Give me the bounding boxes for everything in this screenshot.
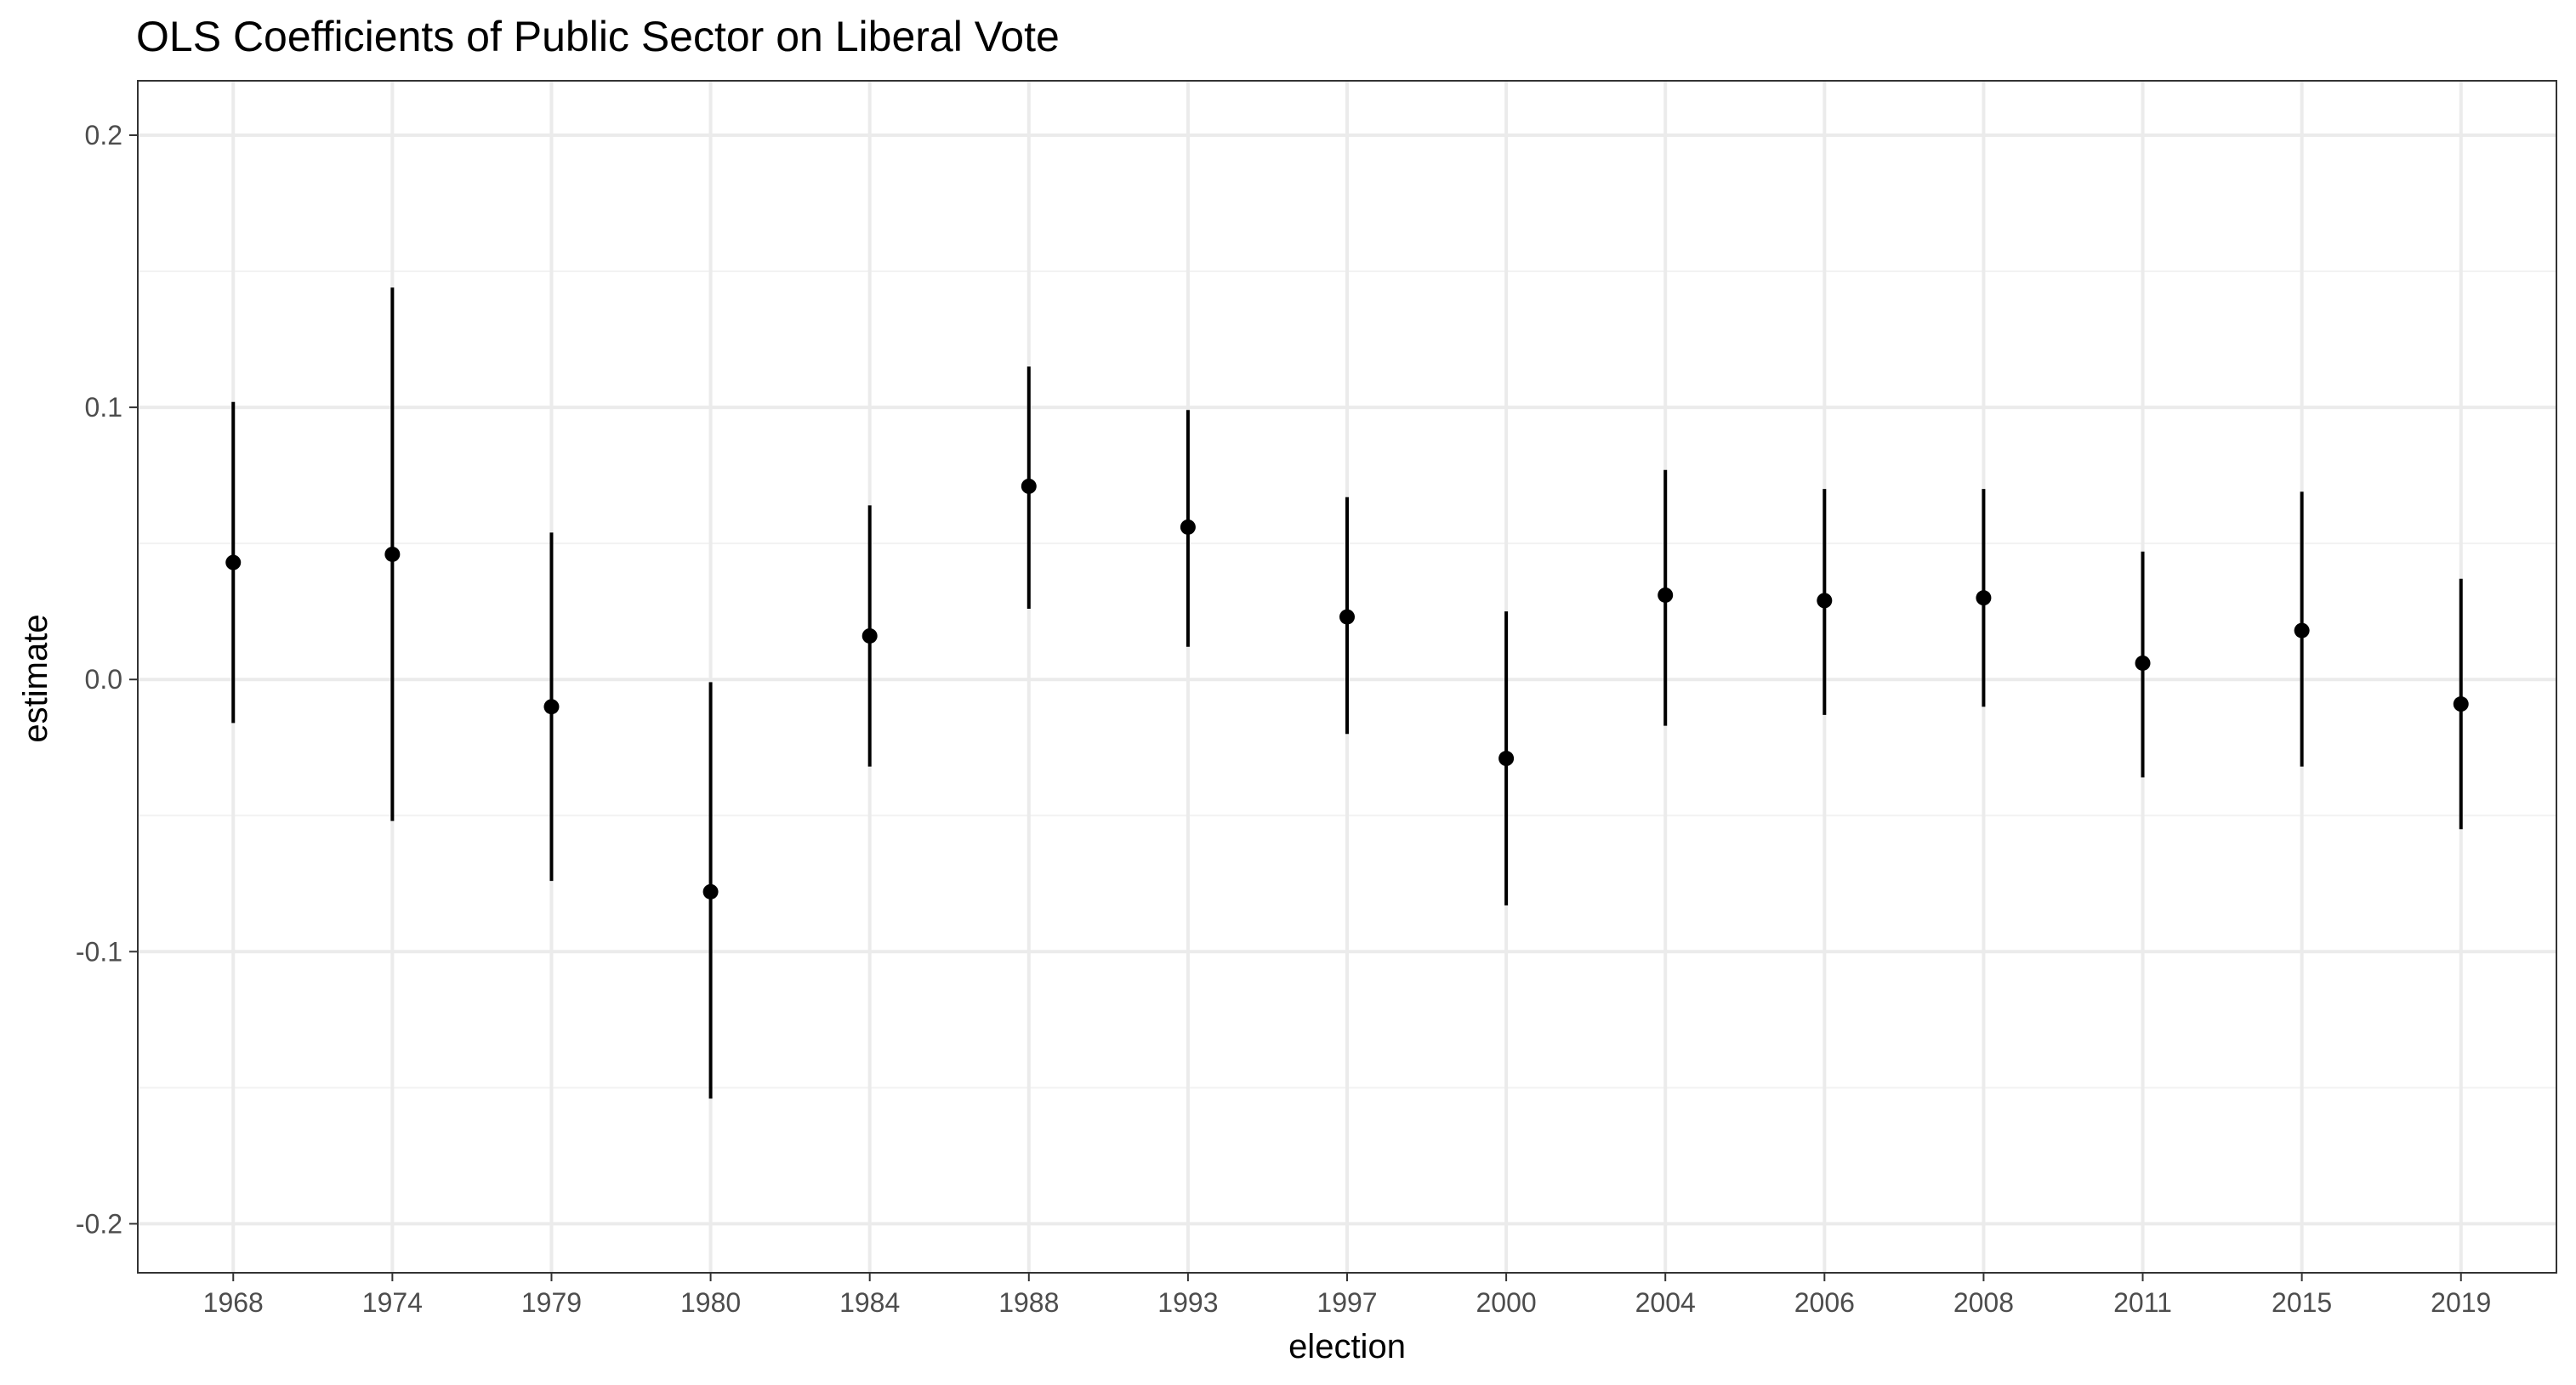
point-2004 bbox=[1658, 587, 1674, 603]
x-tick-label: 1979 bbox=[521, 1287, 582, 1318]
point-estimates bbox=[225, 478, 2469, 900]
point-2008 bbox=[1976, 590, 1992, 606]
point-2019 bbox=[2453, 696, 2469, 712]
point-2000 bbox=[1498, 751, 1515, 767]
y-tick-label: -0.1 bbox=[76, 936, 122, 967]
y-tick-label: -0.2 bbox=[76, 1208, 122, 1239]
x-tick-label: 2000 bbox=[1476, 1287, 1537, 1318]
x-tick-label: 1988 bbox=[998, 1287, 1059, 1318]
x-tick-label: 1997 bbox=[1316, 1287, 1377, 1318]
y-axis: -0.2 -0.1 0.0 0.1 0.2 bbox=[76, 120, 138, 1239]
x-tick-label: 2011 bbox=[2113, 1287, 2172, 1318]
x-tick-label: 2006 bbox=[1794, 1287, 1855, 1318]
x-tick-label: 1968 bbox=[203, 1287, 264, 1318]
point-1988 bbox=[1021, 478, 1037, 494]
x-tick-label: 1980 bbox=[680, 1287, 741, 1318]
point-1993 bbox=[1180, 519, 1196, 535]
y-axis-title: estimate bbox=[17, 614, 54, 742]
point-1968 bbox=[225, 554, 242, 570]
x-tick-label: 1974 bbox=[362, 1287, 423, 1318]
y-tick-label: 0.2 bbox=[85, 120, 122, 150]
x-axis-title: election bbox=[1288, 1328, 1406, 1365]
point-2011 bbox=[2135, 655, 2151, 671]
point-2006 bbox=[1817, 593, 1833, 609]
chart-title: OLS Coefficients of Public Sector on Lib… bbox=[136, 13, 1060, 60]
y-tick-label: 0.1 bbox=[85, 392, 122, 423]
x-tick-label: 2008 bbox=[1953, 1287, 2014, 1318]
y-tick-label: 0.0 bbox=[85, 664, 122, 695]
point-1984 bbox=[862, 627, 878, 644]
x-tick-label: 1984 bbox=[839, 1287, 900, 1318]
x-tick-label: 2019 bbox=[2431, 1287, 2491, 1318]
x-tick-label: 2015 bbox=[2272, 1287, 2332, 1318]
point-1997 bbox=[1339, 609, 1355, 625]
point-2015 bbox=[2294, 622, 2310, 639]
x-axis: 1968 1974 1979 1980 1984 1988 1993 1997 2000 2004… bbox=[203, 1273, 2491, 1318]
x-tick-label: 2004 bbox=[1635, 1287, 1696, 1318]
x-tick-label: 1993 bbox=[1157, 1287, 1218, 1318]
point-1979 bbox=[543, 699, 560, 715]
point-1980 bbox=[702, 883, 719, 900]
point-1974 bbox=[384, 546, 401, 562]
